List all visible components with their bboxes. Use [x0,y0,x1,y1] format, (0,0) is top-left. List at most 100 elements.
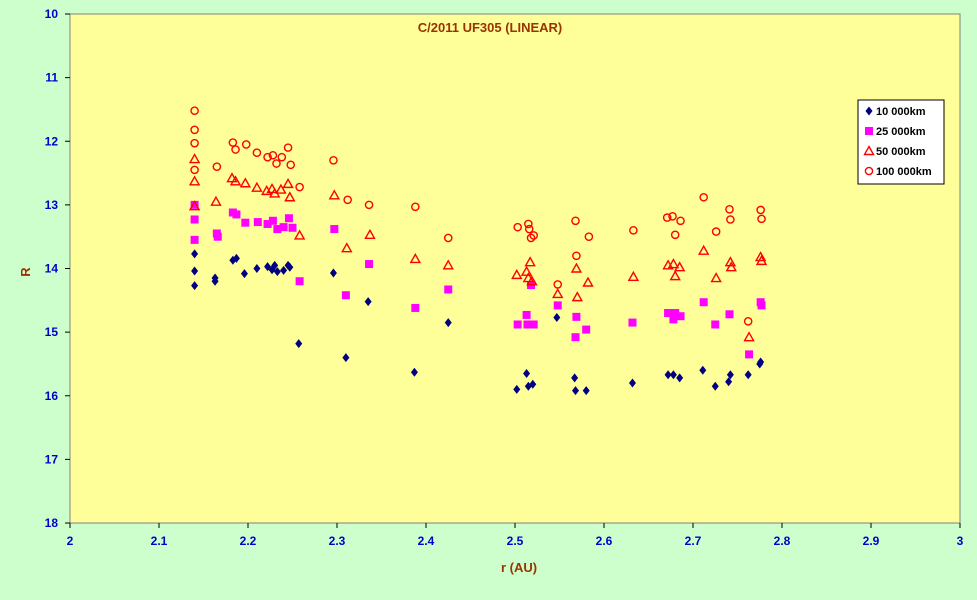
data-point-circle [668,212,677,221]
data-point-diamond [513,384,521,394]
data-point-triangle [526,275,538,286]
data-point-triangle [341,242,353,253]
data-point-triangle [284,191,296,202]
data-point-circle [526,233,536,243]
data-point-square [263,219,272,228]
data-point-triangle [188,175,201,186]
data-point-circle [553,280,563,289]
data-point-diamond [669,370,677,380]
data-point-diamond [725,377,733,387]
data-point-diamond [676,373,684,383]
legend-label: 50 000km [876,146,926,158]
data-point-circle [572,251,581,261]
data-point-circle [584,232,594,241]
x-tick-label: 2.9 [863,534,880,548]
x-tick-label: 3 [957,534,964,548]
plot-markers [188,106,768,396]
data-point-triangle [743,331,755,342]
data-point-square [279,223,288,232]
data-point-diamond [280,265,288,275]
x-tick-label: 2.8 [774,534,791,548]
data-point-diamond [240,269,248,279]
legend-marker-diamond [865,106,873,116]
data-point-diamond [232,253,240,263]
data-point-circle [726,215,735,224]
legend-label: 25 000km [876,126,926,138]
data-point-triangle [570,262,583,273]
data-point-square [522,310,531,319]
y-tick-label: 10 [45,7,59,21]
x-tick-label: 2.1 [151,534,168,548]
data-point-triangle [364,228,376,239]
x-tick-label: 2.7 [685,534,702,548]
data-point-square [571,333,580,342]
data-point-square [676,312,685,321]
data-point-triangle [571,291,583,302]
plot-area [69,13,961,524]
data-point-square [582,325,591,334]
data-point-triangle [710,272,722,283]
data-point-triangle [229,175,242,186]
x-tick-label: 2.5 [507,534,524,548]
data-point-triangle [755,254,768,266]
data-point-diamond [410,367,418,377]
data-point-circle [513,222,522,232]
x-axis-title: r (AU) [501,560,537,575]
x-tick-label: 2 [67,534,74,548]
data-point-circle [529,231,538,240]
y-tick-label: 15 [45,325,59,339]
y-axis: 10 11 12 13 14 15 16 17 18 [45,7,70,530]
data-point-triangle [627,270,640,281]
data-point-diamond [191,249,199,259]
data-point-diamond [744,370,752,380]
data-point-triangle [226,172,238,183]
data-point-diamond [253,264,261,273]
data-point-square [669,315,678,324]
data-point-square [671,309,680,318]
data-point-circle [252,148,262,158]
data-point-diamond [191,281,199,291]
data-point-square [295,277,304,286]
legend-marker-square [865,127,873,135]
data-point-square [745,350,754,359]
data-point-square [273,225,282,234]
data-point-square [190,200,199,209]
data-point-circle [283,143,293,152]
data-point-circle [212,162,222,171]
legend-label: 10 000km [876,106,926,118]
data-point-triangle [239,177,252,188]
data-point-triangle [520,265,533,276]
data-point-circle [295,182,304,192]
data-point-triangle [442,259,454,270]
data-point-circle [676,216,685,226]
data-point-diamond [529,379,537,389]
data-point-triangle [328,189,341,200]
data-point-triangle [669,270,681,281]
data-point-circle [756,205,765,215]
data-point-triangle [511,268,523,280]
data-point-circle [231,145,240,154]
x-tick-label: 2.3 [329,534,346,548]
data-point-circle [443,233,453,243]
data-point-square [241,218,250,227]
data-point-diamond [523,368,531,378]
data-point-diamond [273,267,281,277]
data-point-square [190,215,199,224]
data-point-square [529,320,538,329]
y-tick-label: 14 [45,262,59,276]
data-point-circle [524,219,533,229]
data-point-triangle [210,195,222,206]
data-point-square [268,216,277,225]
data-point-diamond [444,318,452,328]
data-point-circle [364,200,374,210]
data-point-square [232,210,241,219]
data-point-square [664,309,673,318]
y-tick-label: 16 [45,389,59,403]
data-point-triangle [667,258,680,269]
data-point-diamond [271,260,279,270]
y-tick-label: 18 [45,516,59,530]
data-point-circle [329,156,338,165]
legend: 10 000km 25 000km 50 000km 100 000km [857,99,945,185]
data-point-square [757,301,766,310]
data-point-circle [571,216,580,226]
